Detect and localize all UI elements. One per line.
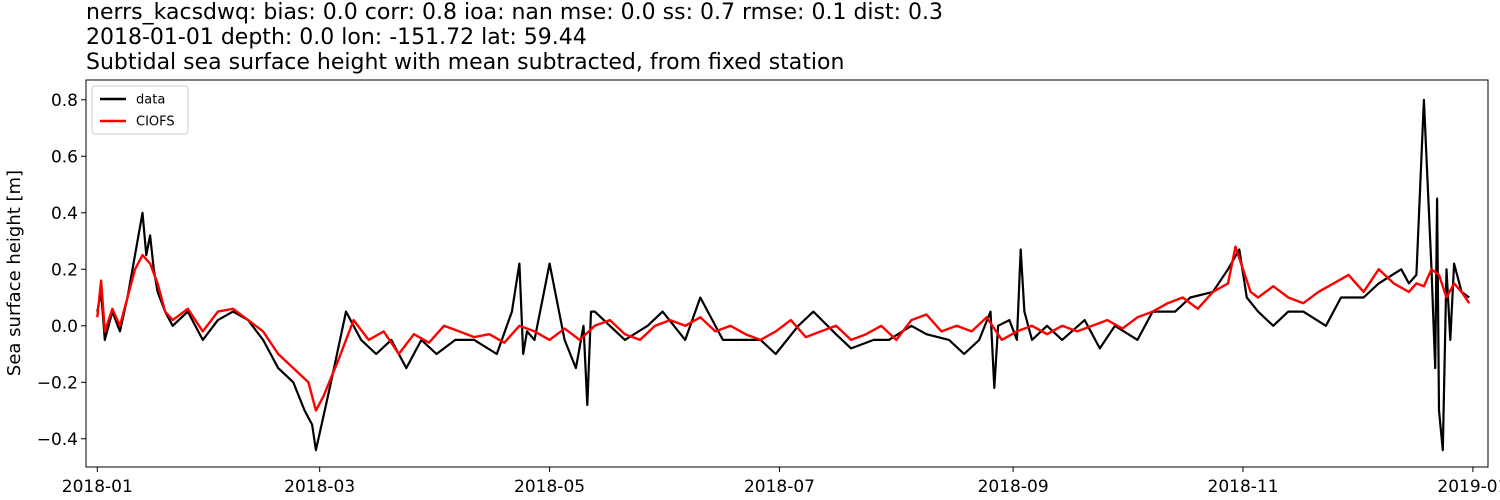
y-axis-label: Sea surface height [m] xyxy=(4,170,25,376)
chart-title-block: nerrs_kacsdwq: bias: 0.0 corr: 0.8 ioa: … xyxy=(86,0,1486,75)
legend: data CIOFS xyxy=(91,85,189,135)
title-description-line: Subtidal sea surface height with mean su… xyxy=(86,50,845,75)
x-tick-label: 2018-07 xyxy=(744,477,815,497)
title-stats-line: nerrs_kacsdwq: bias: 0.0 corr: 0.8 ioa: … xyxy=(86,0,944,25)
x-tick-label: 2018-09 xyxy=(978,477,1049,497)
y-tick-label: −0.2 xyxy=(37,373,78,393)
series-layer xyxy=(96,98,1471,452)
y-tick-label: 0.4 xyxy=(51,204,78,224)
y-tick-label: 0.8 xyxy=(51,91,78,111)
y-axis: −0.4 −0.2 0.0 0.2 0.4 0.6 0.8 xyxy=(37,91,86,450)
x-axis: 2018-01 2018-03 2018-05 2018-07 2018-09 2018-… xyxy=(62,467,1500,497)
title-station-line: 2018-01-01 depth: 0.0 lon: -151.72 lat: … xyxy=(86,25,587,50)
y-tick-label: 0.2 xyxy=(51,260,78,280)
y-tick-label: 0.6 xyxy=(51,147,78,167)
series-line-ciofs xyxy=(96,245,1471,412)
plot-frame xyxy=(85,79,1489,468)
y-tick-label: −0.4 xyxy=(37,430,78,450)
x-tick-label: 2019-01 xyxy=(1437,477,1500,497)
x-tick-label: 2018-01 xyxy=(62,477,133,497)
x-tick-label: 2018-05 xyxy=(514,477,585,497)
series-line-data xyxy=(96,98,1470,452)
x-tick-label: 2018-03 xyxy=(284,477,355,497)
legend-label-data: data xyxy=(136,93,165,108)
y-tick-label: 0.0 xyxy=(51,317,78,337)
x-tick-label: 2018-11 xyxy=(1208,477,1279,497)
legend-label-ciofs: CIOFS xyxy=(136,115,175,130)
